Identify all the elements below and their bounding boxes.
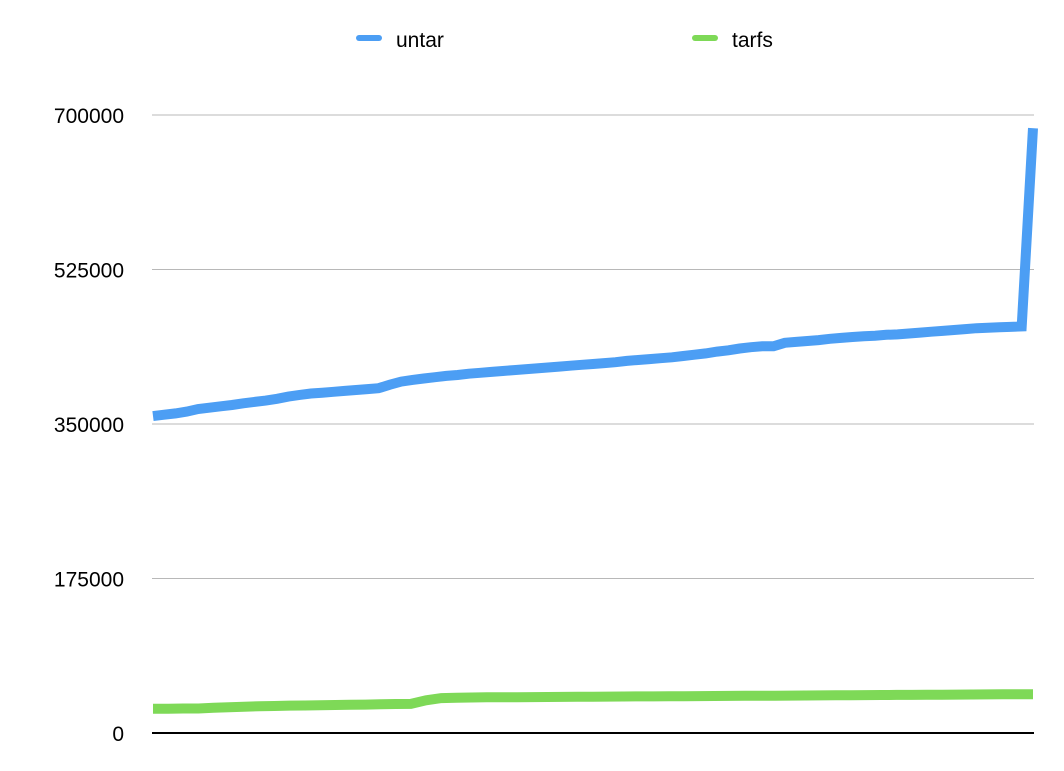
y-tick-label: 0	[112, 723, 124, 746]
series-line-untar	[152, 127, 1038, 422]
legend-label: tarfs	[732, 29, 773, 52]
legend-label: untar	[396, 29, 444, 52]
legend-swatch	[356, 35, 382, 41]
y-tick-label: 175000	[54, 569, 124, 592]
series-lines	[152, 127, 1038, 714]
legend-swatch	[692, 35, 718, 41]
y-tick-label: 350000	[54, 414, 124, 437]
y-tick-label: 525000	[54, 260, 124, 283]
y-axis-tick-labels: 0 175000 350000 525000 700000	[54, 105, 124, 746]
legend-item-tarfs: tarfs	[692, 29, 773, 52]
legend: untar tarfs	[356, 29, 773, 52]
legend-item-untar: untar	[356, 29, 444, 52]
y-tick-label: 700000	[54, 105, 124, 128]
series-line-tarfs	[153, 689, 1033, 714]
gridlines	[152, 114, 1034, 734]
